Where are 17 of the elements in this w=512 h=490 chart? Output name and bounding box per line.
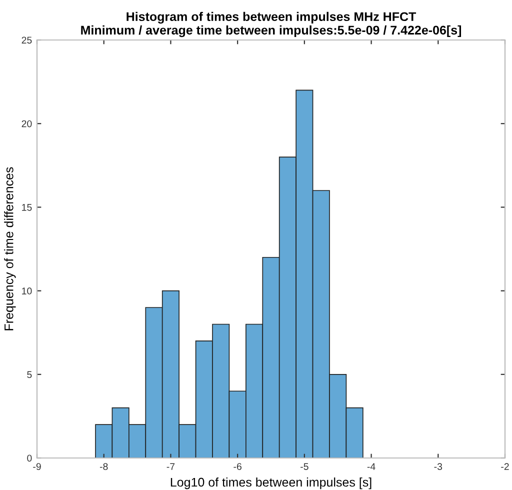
y-axis-title: Frequency of time differences [4, 167, 16, 330]
y-tick-label: 10 [22, 288, 32, 294]
x-tick-label: -9 [33, 463, 41, 470]
y-tick-label: 15 [22, 204, 32, 211]
y-tick-label: 5 [27, 371, 32, 378]
x-tick-label: -2 [501, 463, 509, 470]
x-tick-label: -7 [166, 463, 175, 470]
x-tick-label: -6 [234, 463, 242, 470]
x-axis-title: Log10 of times between impulses [s] [170, 477, 372, 490]
y-tick-label: 20 [22, 120, 32, 128]
x-tick-label: -5 [300, 463, 308, 470]
y-tick-label: 25 [22, 36, 32, 44]
x-tick-label: -8 [100, 463, 108, 470]
chart-title: Histogram of times between impulses MHz HFCT Minimum / average time between impulses:5.5e-09 / 7.422e-06[s] [81, 12, 462, 38]
y-tick-label: 0 [27, 454, 32, 462]
x-tick-label: -4 [367, 463, 376, 470]
x-tick-label: -3 [434, 463, 442, 470]
